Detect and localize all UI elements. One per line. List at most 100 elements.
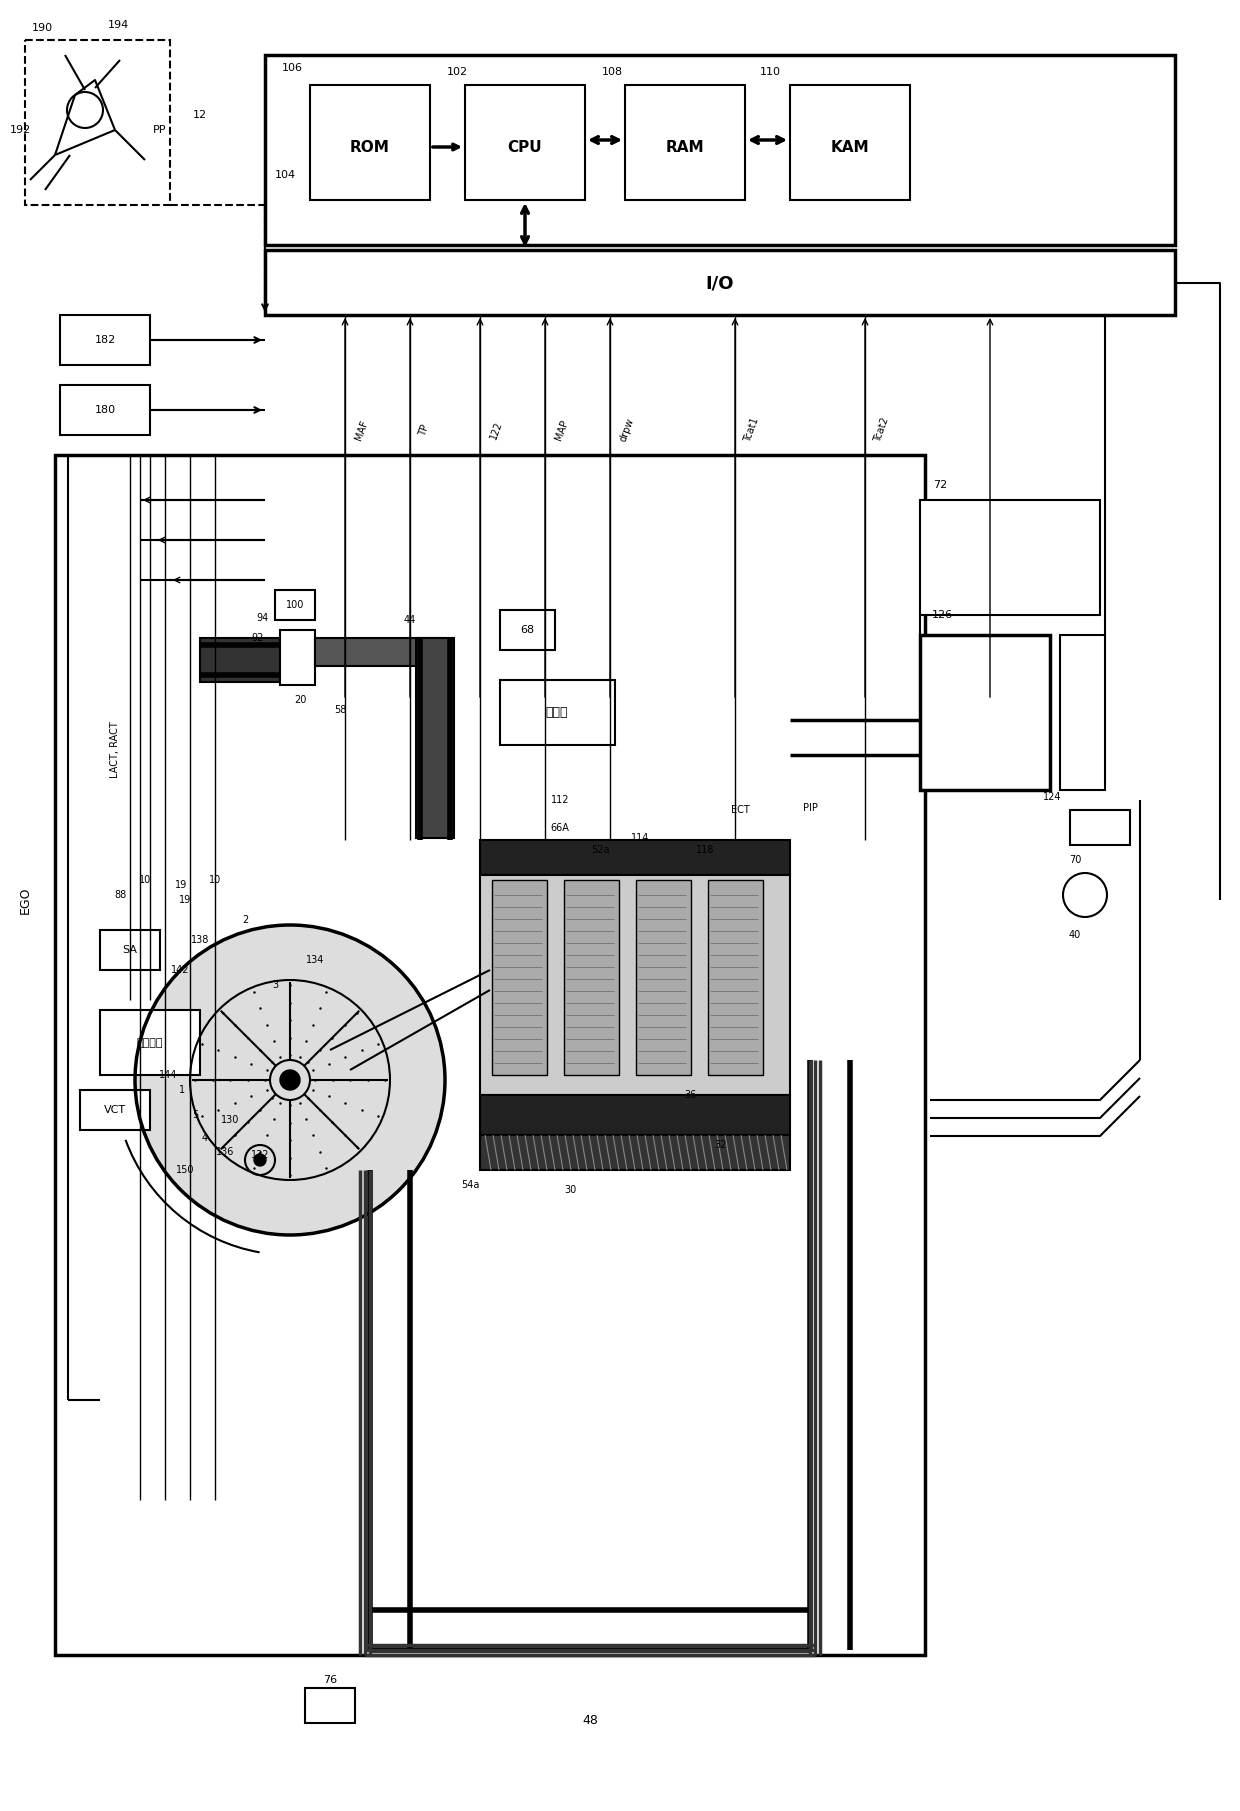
Text: ECT: ECT bbox=[730, 806, 749, 815]
Bar bbox=[790, 85, 910, 199]
Bar bbox=[480, 840, 790, 875]
Text: 19: 19 bbox=[175, 880, 187, 889]
Bar bbox=[310, 85, 430, 199]
Text: 10: 10 bbox=[208, 875, 221, 886]
Text: 124: 124 bbox=[1043, 791, 1061, 802]
Bar bbox=[480, 1135, 790, 1170]
Text: 114: 114 bbox=[631, 833, 650, 842]
Bar bbox=[275, 590, 315, 619]
Bar bbox=[60, 315, 150, 366]
Text: Tcat2: Tcat2 bbox=[873, 417, 892, 444]
Text: CPU: CPU bbox=[507, 139, 542, 154]
Bar bbox=[465, 85, 585, 199]
Bar bbox=[100, 1011, 200, 1076]
Text: KAM: KAM bbox=[831, 139, 869, 154]
Text: 102: 102 bbox=[446, 67, 467, 78]
Text: 点火系统: 点火系统 bbox=[136, 1038, 164, 1049]
Text: 3: 3 bbox=[272, 980, 278, 991]
Bar bbox=[200, 637, 280, 683]
Bar bbox=[480, 875, 790, 1096]
Bar bbox=[480, 1096, 790, 1135]
Bar bbox=[305, 1688, 355, 1722]
Text: 4: 4 bbox=[202, 1134, 208, 1143]
Text: PP: PP bbox=[154, 125, 166, 136]
Text: 190: 190 bbox=[31, 24, 52, 33]
Bar bbox=[280, 630, 315, 685]
Text: 20: 20 bbox=[294, 695, 306, 704]
Text: 138: 138 bbox=[191, 934, 210, 945]
Text: 30: 30 bbox=[564, 1184, 577, 1195]
Text: 122: 122 bbox=[489, 420, 503, 440]
Text: 134: 134 bbox=[306, 954, 324, 965]
Text: MAF: MAF bbox=[353, 418, 370, 442]
Text: 126: 126 bbox=[931, 610, 952, 619]
Bar bbox=[81, 1090, 150, 1130]
Bar bbox=[60, 386, 150, 435]
Text: 10: 10 bbox=[139, 875, 151, 886]
Text: 2: 2 bbox=[242, 915, 248, 925]
Text: 1: 1 bbox=[179, 1085, 185, 1096]
Text: 130: 130 bbox=[221, 1116, 239, 1125]
Bar bbox=[415, 637, 454, 838]
Bar bbox=[492, 880, 547, 1076]
Circle shape bbox=[135, 925, 445, 1235]
Text: 110: 110 bbox=[759, 67, 780, 78]
Bar bbox=[500, 610, 556, 650]
Bar bbox=[25, 40, 170, 205]
Text: 92: 92 bbox=[252, 634, 264, 643]
Text: 19: 19 bbox=[179, 895, 191, 906]
Text: drpw: drpw bbox=[618, 417, 636, 444]
Text: 136: 136 bbox=[216, 1146, 234, 1157]
Text: 88: 88 bbox=[114, 889, 126, 900]
Text: 36: 36 bbox=[684, 1090, 696, 1099]
Text: 驱动器: 驱动器 bbox=[546, 706, 568, 719]
Bar bbox=[564, 880, 619, 1076]
Bar bbox=[315, 637, 445, 666]
Text: 94: 94 bbox=[255, 612, 268, 623]
Text: ROM: ROM bbox=[350, 139, 389, 154]
Text: 112: 112 bbox=[551, 795, 569, 806]
Bar bbox=[625, 85, 745, 199]
Text: 142: 142 bbox=[171, 965, 190, 974]
Text: 144: 144 bbox=[159, 1070, 177, 1079]
Text: 44: 44 bbox=[404, 616, 417, 625]
Circle shape bbox=[254, 1154, 267, 1166]
Text: 180: 180 bbox=[94, 406, 115, 415]
Text: 5: 5 bbox=[192, 1110, 198, 1119]
Bar bbox=[920, 636, 1050, 790]
Text: SA: SA bbox=[123, 945, 138, 954]
Text: EGO: EGO bbox=[19, 886, 31, 915]
Bar bbox=[920, 500, 1100, 616]
Bar bbox=[708, 880, 763, 1076]
Text: 66A: 66A bbox=[551, 822, 569, 833]
Text: 54a: 54a bbox=[461, 1181, 479, 1190]
Text: 76: 76 bbox=[322, 1675, 337, 1684]
Text: 108: 108 bbox=[601, 67, 622, 78]
Text: 104: 104 bbox=[274, 170, 295, 179]
Bar bbox=[265, 54, 1176, 244]
Bar bbox=[1070, 810, 1130, 846]
Text: 182: 182 bbox=[94, 335, 115, 346]
Text: 150: 150 bbox=[176, 1164, 195, 1175]
Text: 12: 12 bbox=[193, 110, 207, 120]
Text: 106: 106 bbox=[281, 63, 303, 72]
Text: I/O: I/O bbox=[706, 273, 734, 292]
Text: 32: 32 bbox=[714, 1139, 727, 1150]
Text: 58: 58 bbox=[334, 704, 346, 715]
Text: LACT, RACT: LACT, RACT bbox=[110, 721, 120, 779]
Text: 192: 192 bbox=[10, 125, 31, 136]
Bar bbox=[55, 455, 925, 1655]
Bar bbox=[100, 931, 160, 971]
Bar bbox=[1060, 636, 1105, 790]
Text: Tcat1: Tcat1 bbox=[743, 417, 761, 444]
Text: RAM: RAM bbox=[666, 139, 704, 154]
Text: 40: 40 bbox=[1069, 931, 1081, 940]
Text: 70: 70 bbox=[1069, 855, 1081, 866]
Text: 48: 48 bbox=[582, 1713, 598, 1726]
Text: TP: TP bbox=[418, 422, 432, 436]
Text: 100: 100 bbox=[285, 599, 304, 610]
Text: PIP: PIP bbox=[802, 802, 817, 813]
Text: VCT: VCT bbox=[104, 1105, 126, 1116]
Text: 72: 72 bbox=[932, 480, 947, 491]
Text: 52a: 52a bbox=[590, 846, 609, 855]
